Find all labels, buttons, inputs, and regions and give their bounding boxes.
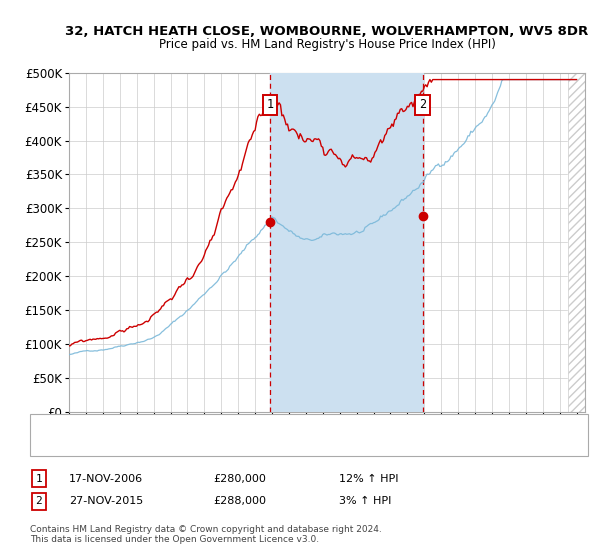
Text: 27-NOV-2015: 27-NOV-2015	[69, 496, 143, 506]
Text: 32, HATCH HEATH CLOSE, WOMBOURNE, WOLVERHAMPTON, WV5 8DR: 32, HATCH HEATH CLOSE, WOMBOURNE, WOLVER…	[65, 25, 589, 38]
Text: 2: 2	[419, 99, 426, 111]
Text: HPI: Average price, detached house, South Staffordshire: HPI: Average price, detached house, Sout…	[75, 440, 369, 450]
Text: 3% ↑ HPI: 3% ↑ HPI	[339, 496, 391, 506]
Text: £280,000: £280,000	[213, 474, 266, 484]
Text: 2: 2	[35, 496, 43, 506]
Text: 1: 1	[35, 474, 43, 484]
Text: Price paid vs. HM Land Registry's House Price Index (HPI): Price paid vs. HM Land Registry's House …	[158, 38, 496, 51]
Text: 1: 1	[266, 99, 274, 111]
Bar	[270, 73, 422, 412]
Text: This data is licensed under the Open Government Licence v3.0.: This data is licensed under the Open Gov…	[30, 535, 319, 544]
Text: £288,000: £288,000	[213, 496, 266, 506]
Text: 32, HATCH HEATH CLOSE, WOMBOURNE, WOLVERHAMPTON, WV5 8DR (detached house: 32, HATCH HEATH CLOSE, WOMBOURNE, WOLVER…	[75, 421, 532, 431]
Text: ─────: ─────	[39, 440, 73, 450]
Text: Contains HM Land Registry data © Crown copyright and database right 2024.: Contains HM Land Registry data © Crown c…	[30, 525, 382, 534]
Text: 12% ↑ HPI: 12% ↑ HPI	[339, 474, 398, 484]
Text: 17-NOV-2006: 17-NOV-2006	[69, 474, 143, 484]
Text: ─────: ─────	[39, 421, 73, 431]
